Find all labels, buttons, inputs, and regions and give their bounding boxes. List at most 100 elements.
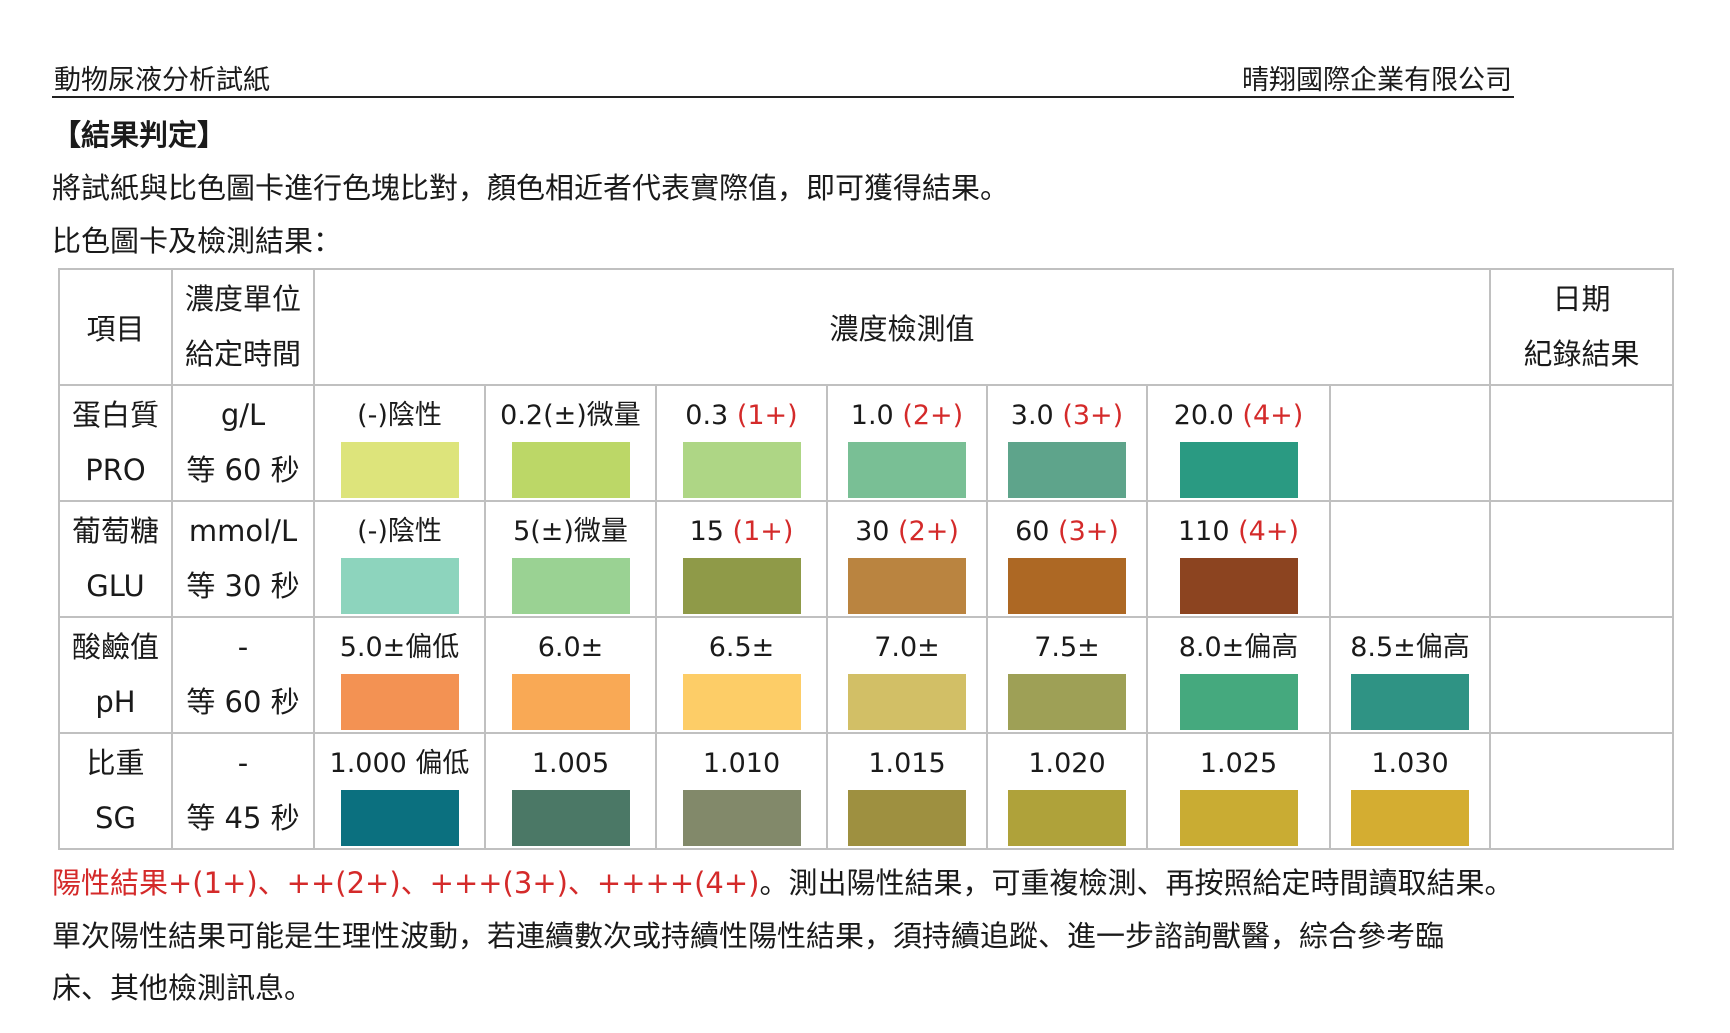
color-swatch <box>848 558 966 614</box>
color-chart-table: 項目 濃度單位 給定時間 濃度檢測值 日期 紀錄結果 蛋白質 PRO g/L 等 60 秒… <box>58 268 1675 850</box>
color-swatch <box>511 442 630 498</box>
color-swatch <box>848 790 966 846</box>
color-swatch <box>1351 790 1469 846</box>
swatch-cell: 0.3 (1+) <box>655 384 828 502</box>
date-record-cell <box>1489 732 1675 850</box>
color-swatch <box>511 790 630 846</box>
swatch-cell <box>1328 500 1492 618</box>
swatch-cell: 7.0± <box>826 616 988 734</box>
value-label: 1.020 <box>1028 748 1106 779</box>
swatch-cell: 3.0 (3+) <box>986 384 1148 502</box>
swatch-cell: 7.5± <box>986 616 1148 734</box>
chart-caption: 比色圖卡及檢測結果： <box>52 224 343 258</box>
unit-time-cell: mmol/L 等 30 秒 <box>171 500 315 618</box>
value-label: 5(±)微量 <box>513 516 628 547</box>
value-label: 1.010 <box>702 748 781 779</box>
swatch-cell: 1.020 <box>986 732 1148 850</box>
value-label: 15 (1+) <box>689 516 794 547</box>
swatch-cell: (-)陰性 <box>313 384 486 502</box>
intro-text: 將試紙與比色圖卡進行色塊比對，顏色相近者代表實際值，即可獲得結果。 <box>52 171 1010 205</box>
swatch-cell: 8.0±偏高 <box>1146 616 1331 734</box>
color-swatch <box>1351 674 1469 730</box>
swatch-cell <box>1328 384 1492 502</box>
swatch-cell: 5.0±偏低 <box>313 616 486 734</box>
swatch-cell: 1.000 偏低 <box>313 732 486 850</box>
value-label: 1.015 <box>868 748 946 779</box>
value-label: 110 (4+) <box>1178 516 1299 547</box>
color-swatch <box>1008 674 1126 730</box>
color-swatch <box>511 558 630 614</box>
color-swatch <box>511 674 630 730</box>
color-swatch <box>848 674 966 730</box>
value-label: 1.005 <box>531 748 610 779</box>
unit-time-cell: g/L 等 60 秒 <box>171 384 315 502</box>
swatch-cell: 1.025 <box>1146 732 1331 850</box>
table-row: 蛋白質 PRO g/L 等 60 秒 (-)陰性 0.2(±)微量 0.3 (1+) 1.0 … <box>58 384 1675 502</box>
color-swatch <box>1008 442 1126 498</box>
value-label: 60 (3+) <box>1015 516 1119 547</box>
color-swatch <box>682 790 801 846</box>
header-date: 日期 紀錄結果 <box>1489 268 1675 386</box>
value-label: (-)陰性 <box>357 516 442 547</box>
color-swatch <box>682 558 801 614</box>
color-swatch <box>340 558 459 614</box>
value-label: 8.5±偏高 <box>1350 632 1470 663</box>
color-swatch <box>1179 558 1298 614</box>
color-swatch <box>1179 674 1298 730</box>
swatch-cell: 15 (1+) <box>655 500 828 618</box>
company-name: 晴翔國際企業有限公司 <box>1242 65 1512 96</box>
swatch-cell: 30 (2+) <box>826 500 988 618</box>
table-header-row: 項目 濃度單位 給定時間 濃度檢測值 日期 紀錄結果 <box>58 268 1675 386</box>
date-record-cell <box>1489 384 1675 502</box>
date-record-cell <box>1489 616 1675 734</box>
swatch-cell: 6.0± <box>484 616 657 734</box>
table-row: 酸鹼值 pH - 等 60 秒 5.0±偏低 6.0± 6.5± 7.0± 7.5± 8.0±偏高… <box>58 616 1675 734</box>
color-swatch <box>340 442 459 498</box>
swatch-cell: 60 (3+) <box>986 500 1148 618</box>
value-label: (-)陰性 <box>357 400 442 431</box>
date-record-cell <box>1489 500 1675 618</box>
value-label: 0.3 (1+) <box>685 400 798 431</box>
swatch-cell: 1.0 (2+) <box>826 384 988 502</box>
swatch-cell: 1.010 <box>655 732 828 850</box>
header-values: 濃度檢測值 <box>312 268 1492 386</box>
item-name-cell: 比重 SG <box>58 732 173 850</box>
unit-time-cell: -等 45 秒 <box>171 732 315 850</box>
swatch-cell: 5(±)微量 <box>484 500 657 618</box>
value-label: 1.025 <box>1199 748 1278 779</box>
table-row: 比重 SG - 等 45 秒 1.000 偏低 1.005 1.010 1.015 1.020 1… <box>58 732 1675 850</box>
value-label: 6.0± <box>537 632 604 663</box>
value-label: 30 (2+) <box>855 516 959 547</box>
item-name-cell: 葡萄糖 GLU <box>58 500 173 618</box>
swatch-cell: 6.5± <box>655 616 828 734</box>
swatch-cell: 110 (4+) <box>1146 500 1331 618</box>
color-swatch <box>682 442 801 498</box>
swatch-cell: 1.015 <box>826 732 988 850</box>
footer-line-2: 單次陽性結果可能是生理性波動，若連續數次或持續性陽性結果，須持續追蹤、進一步諮詢… <box>52 919 1445 953</box>
value-label: 6.5± <box>708 632 775 663</box>
value-label: 1.0 (2+) <box>850 400 964 431</box>
section-title: 【結果判定】 <box>52 118 227 152</box>
footer-line-3: 床、其他檢測訊息。 <box>52 971 314 1005</box>
color-swatch <box>848 442 966 498</box>
product-title: 動物尿液分析試紙 <box>54 65 270 96</box>
swatch-cell: 0.2(±)微量 <box>484 384 657 502</box>
value-label: 7.0± <box>874 632 940 663</box>
value-label: 3.0 (3+) <box>1010 400 1124 431</box>
header-unit: 濃度單位 給定時間 <box>171 268 315 386</box>
item-name-cell: 蛋白質 PRO <box>58 384 173 502</box>
color-swatch <box>1008 558 1126 614</box>
positive-legend: 陽性結果+(1+)、++(2+)、+++(3+)、++++(4+) <box>52 866 760 900</box>
color-swatch <box>340 790 459 846</box>
value-label: 5.0±偏低 <box>339 632 460 663</box>
swatch-cell: (-)陰性 <box>313 500 486 618</box>
color-swatch <box>1179 442 1298 498</box>
table-row: 葡萄糖 GLU mmol/L 等 30 秒 (-)陰性 5(±)微量 15 (1+) 30 (… <box>58 500 1675 618</box>
unit-time-cell: -等 60 秒 <box>171 616 315 734</box>
value-label: 1.000 偏低 <box>329 748 470 779</box>
header-item: 項目 <box>58 268 173 386</box>
color-swatch <box>340 674 459 730</box>
footer-line-1: 陽性結果+(1+)、++(2+)、+++(3+)、++++(4+)。測出陽性結果… <box>52 866 1514 900</box>
page-header: 動物尿液分析試紙 晴翔國際企業有限公司 <box>52 56 1514 98</box>
value-label: 0.2(±)微量 <box>500 400 641 431</box>
